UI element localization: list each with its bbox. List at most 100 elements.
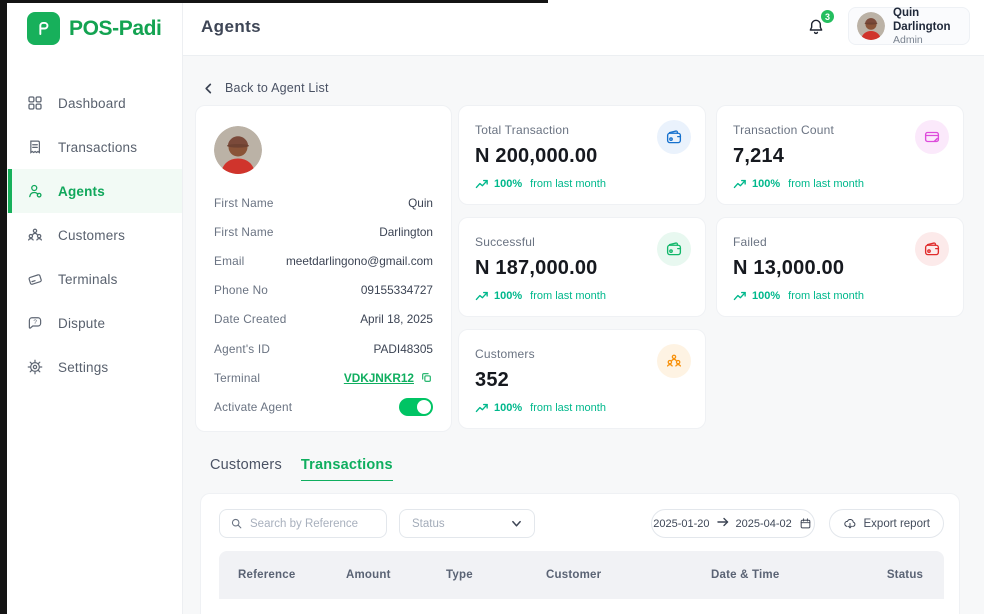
wallet-icon [657, 120, 691, 154]
field-row: Phone No 09155334727 [214, 276, 433, 305]
receipt-icon [30, 140, 41, 154]
sidebar-item-settings[interactable]: Settings [7, 345, 182, 389]
column-date-time: Date & Time [711, 569, 780, 581]
trend-percent: 100% [494, 178, 523, 190]
avatar-photo [857, 12, 885, 40]
column-type: Type [446, 569, 473, 581]
trend-percent: 100% [494, 402, 523, 414]
stat-label: Successful [475, 235, 536, 249]
activate-agent-row: Activate Agent [214, 392, 433, 421]
stat-value: N 187,000.00 [475, 257, 598, 279]
status-dropdown[interactable]: Status [399, 509, 535, 538]
notifications-button[interactable]: 3 [806, 9, 835, 42]
sidebar-item-label: Customers [58, 227, 126, 243]
sidebar-item-terminals[interactable]: Terminals [7, 257, 182, 301]
search-input-wrap [219, 509, 387, 538]
gear-icon [27, 359, 43, 375]
field-label: Agent's ID [214, 341, 271, 356]
user-menu[interactable]: Quin Darlington Admin [848, 6, 970, 47]
stat-value: 352 [475, 369, 509, 391]
trend-up-icon [475, 403, 488, 413]
date-range-picker[interactable]: 2025-01-20 2025-04-02 [650, 509, 815, 538]
field-row: Agent's ID PADI48305 [214, 334, 433, 363]
card-edit-icon [915, 120, 949, 154]
field-label: Email [214, 253, 245, 268]
field-label: Date Created [214, 312, 287, 327]
sidebar-item-label: Terminals [58, 271, 118, 287]
terminal-link[interactable]: VDKJNKR12 [343, 370, 414, 385]
search-icon [231, 518, 242, 529]
brand-logo-icon [27, 12, 60, 45]
date-to: 2025-04-02 [735, 517, 792, 530]
export-report-button[interactable]: Export report [828, 509, 944, 538]
brand-logo[interactable]: POS-Padi [27, 12, 162, 45]
stat-card-total-transaction: Total Transaction N 200,000.00 100% from… [458, 105, 706, 205]
screenshot-left-edge [0, 0, 7, 614]
user-icon [29, 184, 42, 198]
stat-trend: 100% from last month [475, 290, 689, 302]
tab-transactions[interactable]: Transactions [300, 457, 393, 481]
user-name: Quin Darlington [893, 6, 951, 33]
screenshot-top-edge [0, 0, 548, 3]
wallet-icon [915, 232, 949, 266]
trend-note: from last month [530, 178, 606, 190]
p-glyph-icon [39, 22, 49, 35]
search-input[interactable] [250, 517, 376, 530]
field-label: Phone No [214, 283, 269, 298]
field-label: First Name [214, 224, 274, 239]
column-reference: Reference [238, 569, 296, 581]
calendar-icon [800, 518, 811, 529]
sidebar-item-customers[interactable]: Customers [7, 213, 182, 257]
brand-name: POS-Padi [69, 16, 162, 40]
sidebar-item-label: Transactions [58, 139, 138, 155]
table-header: Reference Amount Type Customer Date & Ti… [219, 551, 944, 599]
stat-card-failed: Failed N 13,000.00 100% from last month [716, 217, 964, 317]
chevron-down-icon [512, 520, 521, 527]
field-value: Darlington [379, 224, 433, 239]
user-role: Admin [893, 33, 923, 46]
field-row: First Name Darlington [214, 217, 433, 246]
field-row: Date Created April 18, 2025 [214, 305, 433, 334]
trend-percent: 100% [752, 290, 781, 302]
tab-customers[interactable]: Customers [210, 457, 282, 473]
sidebar-item-dashboard[interactable]: Dashboard [7, 81, 182, 125]
trend-up-icon [475, 179, 488, 189]
main-content: Back to Agent List First Name Quin First… [183, 56, 984, 614]
back-to-agent-list-link[interactable]: Back to Agent List [203, 81, 329, 95]
agent-fields: First Name Quin First Name Darlington Em… [214, 188, 433, 422]
trend-note: from last month [788, 178, 864, 190]
sidebar-item-label: Settings [58, 359, 109, 375]
filter-row: Status 2025-01-20 2025-04-02 Export repo… [219, 509, 944, 538]
chat-question-icon: ? [28, 317, 42, 329]
sidebar-item-label: Dashboard [58, 95, 126, 111]
trend-percent: 100% [752, 178, 781, 190]
stat-trend: 100% from last month [733, 178, 947, 190]
back-link-label: Back to Agent List [225, 81, 329, 95]
user-info: Quin Darlington Admin [893, 6, 961, 47]
stat-card-transaction-count: Transaction Count 7,214 100% from last m… [716, 105, 964, 205]
top-header: Agents 3 Quin Darlington Admin [183, 0, 984, 56]
trend-percent: 100% [494, 290, 523, 302]
sidebar-item-label: Dispute [58, 315, 106, 331]
chevron-left-icon [205, 83, 212, 93]
stat-label: Total Transaction [475, 123, 570, 137]
activate-agent-toggle[interactable] [399, 397, 433, 416]
sidebar-item-transactions[interactable]: Transactions [7, 125, 182, 169]
users-icon [657, 344, 691, 378]
export-report-label: Export report [863, 517, 930, 530]
sidebar-item-agents[interactable]: Agents [7, 169, 182, 213]
column-amount: Amount [346, 569, 391, 581]
avatar [857, 12, 885, 40]
trend-up-icon [733, 179, 746, 189]
agent-avatar [214, 126, 262, 174]
copy-terminal-button[interactable] [420, 371, 433, 384]
sidebar-item-dispute[interactable]: ? Dispute [7, 301, 182, 345]
svg-text:?: ? [33, 319, 37, 326]
agent-profile-card: First Name Quin First Name Darlington Em… [195, 105, 452, 432]
field-label: Terminal [214, 370, 261, 385]
sidebar-item-label: Agents [58, 183, 105, 199]
stat-card-customers: Customers 352 100% from last month [458, 329, 706, 429]
field-label: First Name [214, 195, 274, 210]
stat-trend: 100% from last month [475, 402, 689, 414]
date-from: 2025-01-20 [653, 517, 710, 530]
